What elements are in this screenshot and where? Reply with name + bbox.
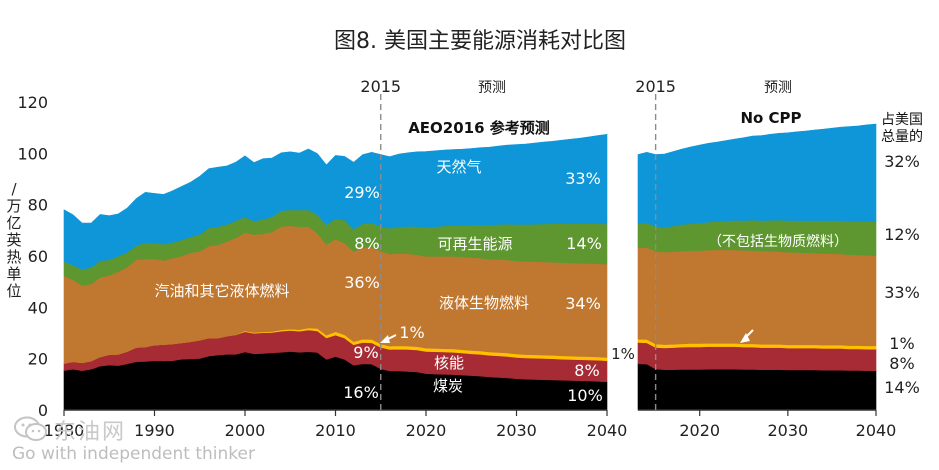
area-gas <box>63 133 608 270</box>
x-tick-label: 2040 <box>587 421 628 440</box>
y-axis-label-char: 单 <box>6 265 21 283</box>
y-tick-label: 0 <box>38 401 48 420</box>
x-tick-label: 2040 <box>856 421 897 440</box>
wechat-icon <box>14 416 47 441</box>
pct-2015-biofuel: 1% <box>399 323 424 342</box>
pct-2015-renew: 8% <box>354 234 379 253</box>
y-tick-label: 80 <box>28 196 48 215</box>
y-tick-label: 100 <box>17 144 48 163</box>
y-tick-label: 20 <box>28 350 48 369</box>
y-axis-ticks: 0 20 40 60 80 100 120 <box>17 93 48 420</box>
label-renew: 可再生能源 <box>437 235 512 253</box>
panel-header: AEO2016 参考预测 <box>408 119 550 137</box>
watermark-title: 东油网 <box>54 420 127 445</box>
pct-2040-nuclear: 8% <box>574 361 599 380</box>
y-tick-label: 120 <box>17 93 48 112</box>
area-gas <box>637 123 877 228</box>
pct-2015-coal: 16% <box>343 383 379 402</box>
label-gas: 天然气 <box>436 158 481 176</box>
panel-reference: 1980 1990 2000 2010 2020 2030 2040 2015 预测 AEO201… <box>44 77 628 440</box>
x-tick-label: 1980 <box>44 421 85 440</box>
watermark: 东油网 Go with independent thinker <box>8 412 268 468</box>
label-biofuel: 液体生物燃料 <box>439 294 529 312</box>
pct-2015-nuclear: 9% <box>353 343 378 362</box>
watermark-slogan: Go with independent thinker <box>12 444 255 464</box>
arrow-head-nocpp <box>740 333 750 343</box>
x-tick-label: 2010 <box>315 421 356 440</box>
year-2015-label: 2015 <box>635 77 676 96</box>
y-axis-label-char: 热 <box>6 248 21 266</box>
pct-nocpp-liquids: 33% <box>884 283 920 302</box>
year-2015-label: 2015 <box>360 77 401 96</box>
x-tick-label: 2030 <box>767 421 808 440</box>
y-axis-label-char: / <box>11 180 17 198</box>
x-tick-label: 2030 <box>496 421 537 440</box>
y-axis-label-char: 万 <box>6 197 21 215</box>
y-tick-label: 60 <box>28 247 48 266</box>
middle-biofuel-pct: 1% <box>611 345 635 363</box>
pct-nocpp-biofuel: 1% <box>889 334 914 353</box>
panel-no-cpp: 2020 2030 2040 2015 预测 No CPP （不包括生物质燃料） 占美国总量的… <box>635 77 923 440</box>
chart-title: 图8. 美国主要能源消耗对比图 <box>334 29 626 54</box>
y-axis-label-char: 英 <box>6 231 21 249</box>
pct-2015-liquids: 36% <box>344 273 380 292</box>
forecast-label: 预测 <box>478 80 506 96</box>
pct-2040-gas: 33% <box>565 169 601 188</box>
y-axis-label-char: 位 <box>6 282 21 300</box>
y-axis-label-char: 亿 <box>6 214 21 232</box>
x-tick-label: 1990 <box>134 421 175 440</box>
pct-nocpp-renew: 12% <box>884 225 920 244</box>
pct-2015-gas: 29% <box>344 183 380 202</box>
pct-nocpp-nuclear: 8% <box>889 354 914 373</box>
label-nuclear: 核能 <box>434 354 464 372</box>
share-header: 总量的 <box>881 129 923 145</box>
label-liquids: 汽油和其它液体燃料 <box>154 282 289 300</box>
label-excl-biomass: （不包括生物质燃料） <box>708 233 848 250</box>
pct-2040-renew: 14% <box>566 234 602 253</box>
area-coal <box>637 363 877 411</box>
pct-nocpp-gas: 32% <box>884 152 920 171</box>
label-coal: 煤炭 <box>433 377 463 395</box>
pct-2040-liquids: 34% <box>565 294 601 313</box>
pct-nocpp-coal: 14% <box>884 378 920 397</box>
y-tick-label: 40 <box>28 298 48 317</box>
forecast-label: 预测 <box>764 80 792 96</box>
x-tick-label: 2020 <box>406 421 447 440</box>
share-header: 占美国 <box>881 112 923 128</box>
x-tick-label: 2020 <box>679 421 720 440</box>
pct-2040-coal: 10% <box>567 386 603 405</box>
area-liquids <box>637 247 877 347</box>
x-tick-label: 2000 <box>225 421 266 440</box>
arrow-head-biofuel <box>380 335 390 343</box>
panel-header: No CPP <box>740 109 801 127</box>
